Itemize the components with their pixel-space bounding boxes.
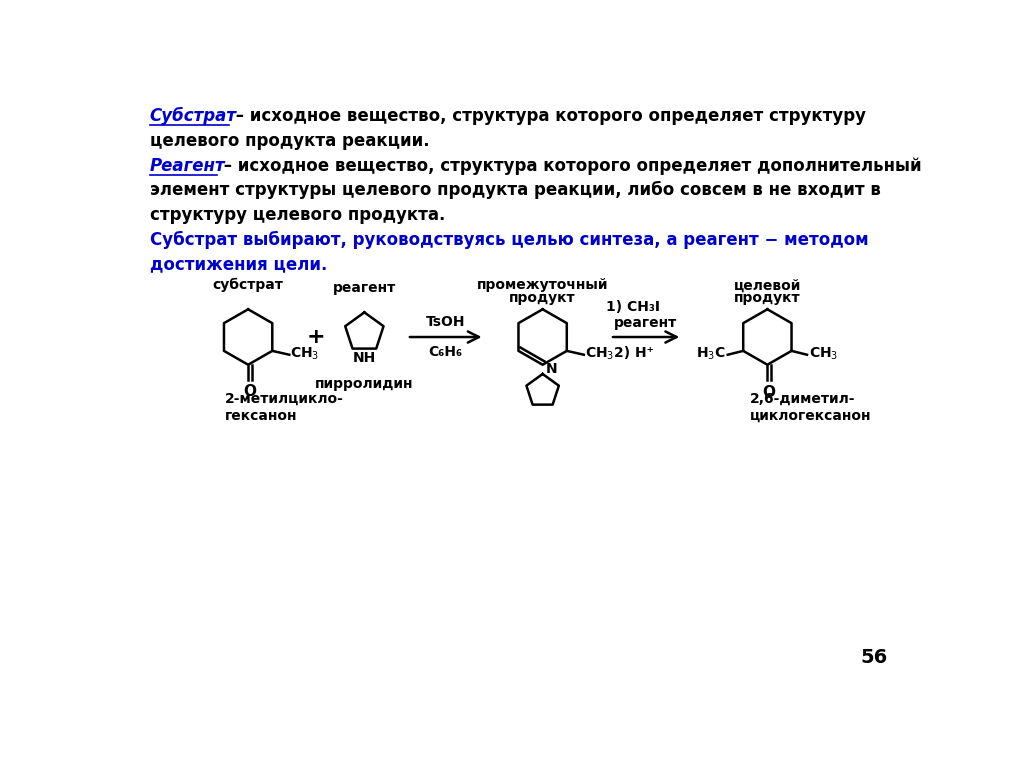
Text: C₆H₆: C₆H₆: [429, 345, 463, 359]
Text: промежуточный: промежуточный: [477, 278, 608, 293]
Text: циклогексанон: циклогексанон: [751, 409, 871, 422]
Text: Субстрат: Субстрат: [150, 108, 237, 125]
Text: O: O: [243, 384, 256, 399]
Text: 56: 56: [860, 647, 888, 667]
Text: элемент структуры целевого продукта реакции, либо совсем в не входит в: элемент структуры целевого продукта реак…: [150, 181, 881, 200]
Text: CH$_3$: CH$_3$: [290, 346, 319, 362]
Text: гексанон: гексанон: [225, 409, 297, 422]
Text: целевой: целевой: [733, 278, 801, 293]
Text: – исходное вещество, структура которого определяет дополнительный: – исходное вещество, структура которого …: [218, 157, 922, 174]
Text: O: O: [763, 385, 775, 400]
Text: CH$_3$: CH$_3$: [585, 346, 614, 362]
Text: целевого продукта реакции.: целевого продукта реакции.: [150, 132, 429, 150]
Text: продукт: продукт: [734, 290, 801, 305]
Text: пирролидин: пирролидин: [315, 377, 414, 391]
Text: N: N: [546, 362, 557, 376]
Text: +: +: [306, 327, 325, 347]
Text: Субстрат выбирают, руководствуясь целью синтеза, а реагент − методом: Субстрат выбирают, руководствуясь целью …: [150, 230, 868, 249]
Text: – исходное вещество, структура которого определяет структуру: – исходное вещество, структура которого …: [229, 108, 865, 125]
Text: Реагент: Реагент: [150, 157, 225, 174]
Text: 2,6-диметил-: 2,6-диметил-: [751, 392, 856, 406]
Text: продукт: продукт: [509, 290, 575, 305]
Text: TsOH: TsOH: [426, 316, 466, 329]
Text: 1) CH₃I: 1) CH₃I: [606, 300, 660, 314]
Text: H$_3$C: H$_3$C: [696, 346, 726, 362]
Text: субстрат: субстрат: [213, 278, 284, 293]
Text: 2-метилцикло-: 2-метилцикло-: [225, 392, 344, 406]
Text: достижения цели.: достижения цели.: [150, 255, 327, 273]
Text: реагент: реагент: [333, 281, 396, 296]
Text: структуру целевого продукта.: структуру целевого продукта.: [150, 206, 445, 224]
Text: 2) H⁺: 2) H⁺: [614, 346, 653, 360]
Text: CH$_3$: CH$_3$: [809, 346, 838, 362]
Text: реагент: реагент: [614, 316, 677, 330]
Text: NH: NH: [352, 351, 376, 365]
